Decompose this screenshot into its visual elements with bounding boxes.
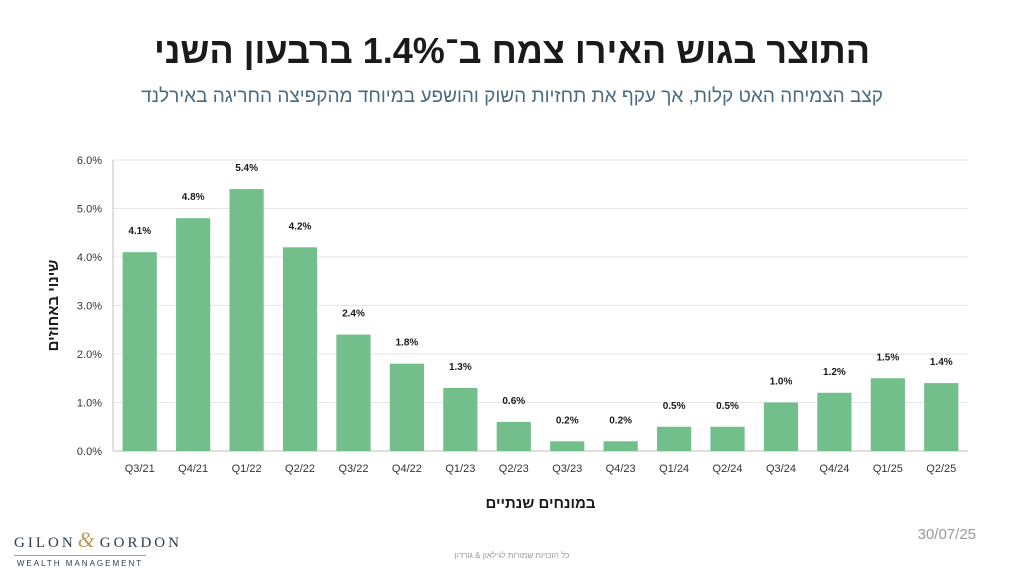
x-tick-label: Q1/24 <box>659 463 689 475</box>
bar <box>443 387 478 451</box>
data-label: 4.8% <box>182 192 205 203</box>
bar <box>924 383 959 451</box>
bar <box>176 218 211 451</box>
copyright-notice: כל הזכויות שמורות לגילאון & גורדון <box>454 551 570 560</box>
x-tick-label: Q1/25 <box>873 463 903 475</box>
data-label: 1.3% <box>449 362 472 373</box>
bar <box>603 441 638 451</box>
data-label: 1.4% <box>930 357 953 368</box>
data-label: 0.5% <box>716 401 739 412</box>
data-label: 1.0% <box>770 377 793 388</box>
data-label: 1.8% <box>396 338 419 349</box>
bar <box>656 426 692 451</box>
data-label: 2.4% <box>342 309 365 320</box>
chart-subtitle: קצב הצמיחה האט קלות, אך עקף את תחזיות הש… <box>141 86 883 107</box>
bar <box>550 441 585 451</box>
company-logo: GILON& GORDON WEALTH MANAGEMENT <box>14 527 179 568</box>
x-tick-label: Q4/24 <box>819 463 849 475</box>
data-label: 0.2% <box>609 415 632 426</box>
x-tick-label: Q3/22 <box>338 463 368 475</box>
data-label: 0.6% <box>502 396 525 407</box>
logo-text-right: GORDON <box>99 535 182 551</box>
y-tick-label: 6.0% <box>77 155 102 167</box>
x-tick-label: Q1/23 <box>445 463 475 475</box>
x-tick-label: Q4/22 <box>392 463 422 475</box>
bar <box>122 252 157 451</box>
x-tick-label: Q1/22 <box>232 463 262 475</box>
x-tick-label: Q4/21 <box>178 463 208 475</box>
data-label: 1.5% <box>876 352 899 363</box>
y-tick-label: 1.0% <box>77 398 102 410</box>
data-label: 4.1% <box>128 226 151 237</box>
logo-divider <box>14 555 146 556</box>
bar <box>817 392 852 451</box>
y-tick-label: 3.0% <box>77 301 102 313</box>
x-tick-label: Q4/23 <box>606 463 636 475</box>
data-label: 4.2% <box>289 221 312 232</box>
bar <box>763 402 799 451</box>
y-tick-label: 2.0% <box>77 349 102 361</box>
logo-text-left: GILON <box>14 535 76 551</box>
logo-subtitle: WEALTH MANAGEMENT <box>16 559 144 568</box>
chart-title: התוצר בגוש האירו צמח ב־1.4% ברבעון השני <box>153 30 871 71</box>
data-label: 1.2% <box>823 367 846 378</box>
x-tick-label: Q2/22 <box>285 463 315 475</box>
y-tick-label: 5.0% <box>77 204 102 216</box>
y-tick-label: 0.0% <box>77 446 102 458</box>
data-label: 0.5% <box>663 401 686 412</box>
data-label: 5.4% <box>235 163 258 174</box>
x-axis-title: במונחים שנתיים <box>485 495 595 512</box>
report-date: 30/07/25 <box>917 526 976 543</box>
x-tick-label: Q3/21 <box>125 463 155 475</box>
x-tick-label: Q2/25 <box>926 463 956 475</box>
y-tick-label: 4.0% <box>77 252 102 264</box>
data-label: 0.2% <box>556 415 579 426</box>
y-axis-title: שינוי באחוזים <box>45 260 62 352</box>
bar <box>229 189 264 451</box>
x-tick-label: Q2/24 <box>713 463 743 475</box>
bar <box>870 378 905 451</box>
x-tick-label: Q3/24 <box>766 463 796 475</box>
x-tick-label: Q3/23 <box>552 463 582 475</box>
x-tick-label: Q2/23 <box>499 463 529 475</box>
bar <box>496 421 531 451</box>
bar <box>389 363 425 451</box>
bar <box>336 334 371 451</box>
bar <box>282 247 318 451</box>
bar <box>710 426 745 451</box>
logo-ampersand: & <box>77 527 98 552</box>
